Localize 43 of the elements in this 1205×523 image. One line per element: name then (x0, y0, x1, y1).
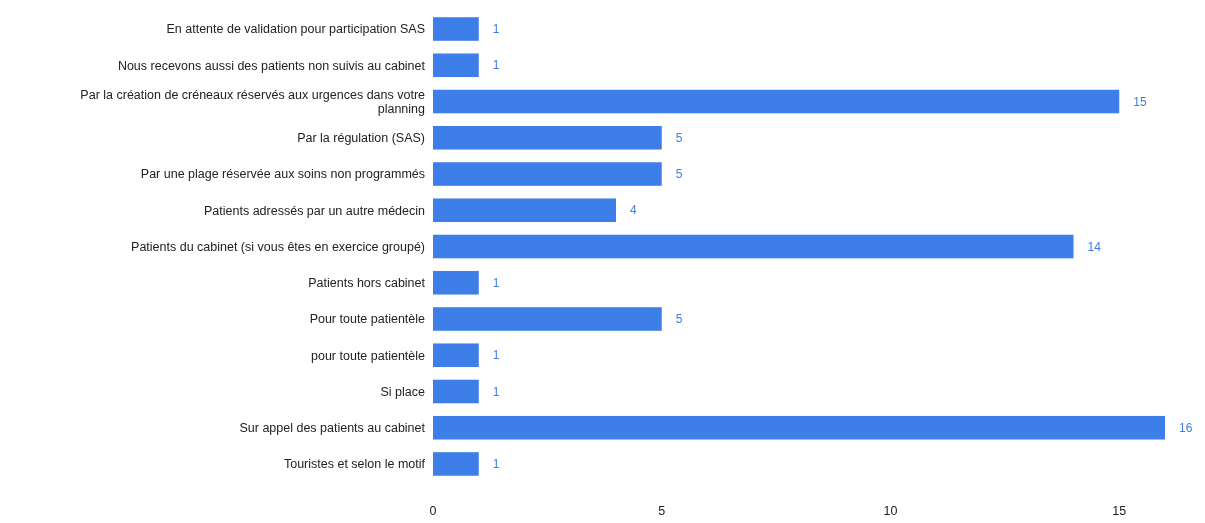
y-tick-label: Nous recevons aussi des patients non suivis au cabinet (117, 58, 426, 73)
bar (433, 415, 1165, 440)
bar (433, 162, 662, 186)
data-label: 5 (675, 312, 683, 327)
bar (433, 452, 479, 476)
x-tick-label: 5 (658, 504, 666, 518)
y-tick-label: Si place (380, 384, 426, 399)
data-label: 1 (492, 457, 500, 472)
x-tick-label: 0 (429, 504, 437, 518)
data-label: 15 (1133, 94, 1147, 109)
data-label: 5 (675, 167, 683, 182)
y-tick-label: Pour toute patientèle (309, 312, 426, 327)
bar (433, 53, 479, 78)
x-tick-label: 15 (1112, 504, 1127, 518)
bar (433, 379, 479, 404)
x-tick-label: 10 (883, 504, 898, 518)
data-label: 1 (492, 384, 500, 399)
data-label: 4 (630, 203, 637, 218)
y-tick-label: Par une plage réservée aux soins non programmés (140, 167, 425, 182)
y-tick-label: Patients du cabinet (si vous êtes en exercice groupé) (131, 239, 425, 254)
bar (433, 307, 662, 331)
y-tick-label: Touristes et selon le motif (283, 457, 426, 472)
bar (433, 270, 479, 295)
y-tick-label: pour toute patientèle (311, 348, 426, 363)
bar (433, 89, 1120, 114)
data-label: 5 (675, 130, 683, 145)
y-tick-label: Sur appel des patients au cabinet (239, 421, 426, 436)
y-tick-label: Par la régulation (SAS) (297, 131, 425, 146)
y-tick-label: En attente de validation pour participation SAS (166, 22, 425, 37)
y-tick-label: Par la création de créneaux réservés aux urgences dans votre planning (80, 87, 426, 116)
bar (433, 198, 616, 223)
bar (433, 343, 479, 368)
data-label: 1 (492, 22, 500, 37)
data-label: 1 (492, 348, 500, 363)
bar (433, 234, 1074, 259)
data-label: 1 (492, 275, 500, 290)
data-label: 1 (492, 58, 500, 73)
data-label: 14 (1087, 239, 1102, 254)
data-label: 16 (1179, 420, 1193, 435)
y-tick-label: Patients hors cabinet (308, 276, 426, 291)
y-tick-label: Patients adressés par un autre médecin (204, 203, 426, 218)
bar (433, 125, 662, 150)
bar (433, 17, 479, 41)
